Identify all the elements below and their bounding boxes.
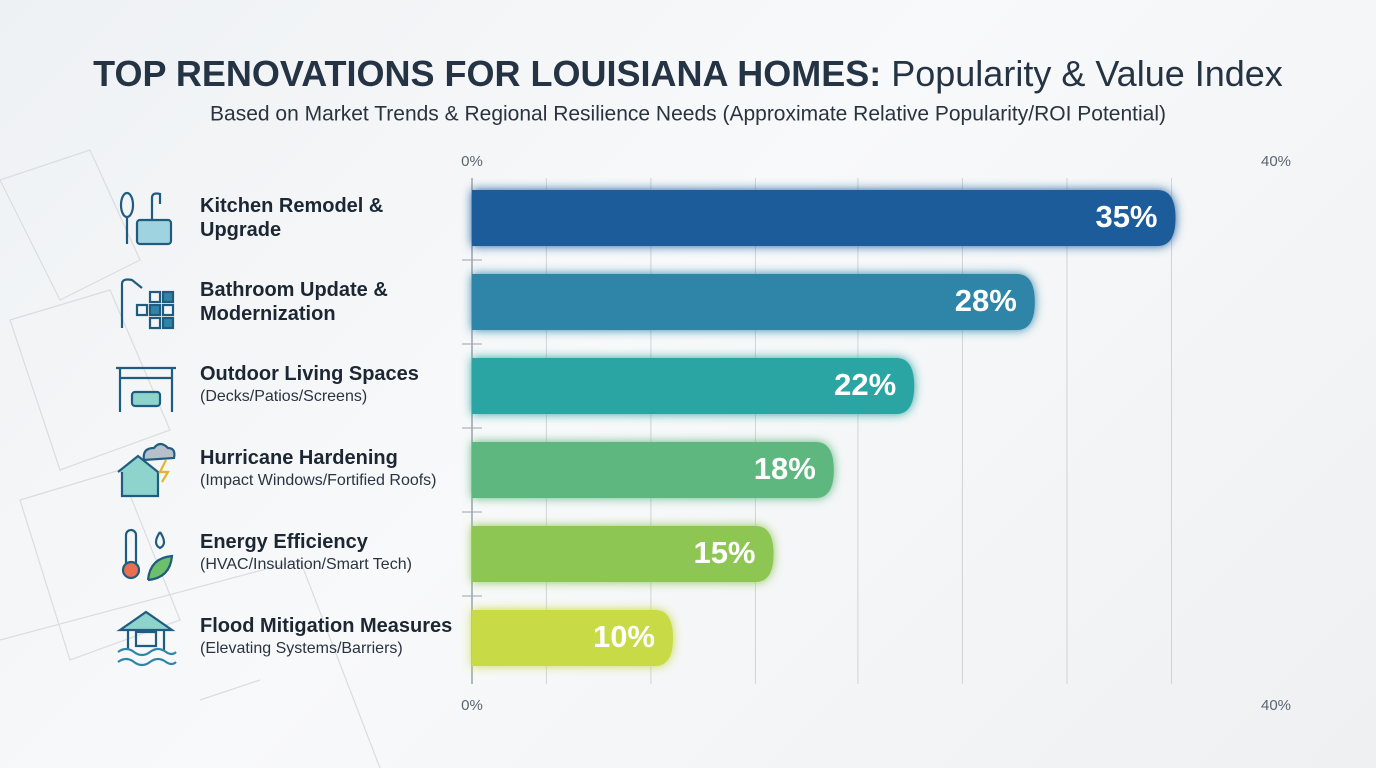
- chart-subtitle: Based on Market Trends & Regional Resili…: [210, 103, 1166, 126]
- x-tick-label: 40%: [1261, 153, 1291, 170]
- category-name: Outdoor Living Spaces: [200, 363, 419, 385]
- value-label: 15%: [693, 535, 755, 570]
- value-label: 35%: [1095, 199, 1157, 234]
- category-detail: (Elevating Systems/Barriers): [200, 640, 403, 657]
- category-label: Energy Efficiency (HVAC/Insulation/Smart …: [200, 530, 520, 576]
- value-label: 28%: [955, 283, 1017, 318]
- x-tick-label: 0%: [461, 153, 483, 170]
- x-tick-label: 0%: [461, 697, 483, 714]
- category-label: Bathroom Update & Modernization: [200, 278, 415, 326]
- bar: [472, 358, 915, 414]
- kitchen-icon: [119, 191, 173, 246]
- category-detail: (HVAC/Insulation/Smart Tech): [200, 556, 412, 573]
- category-label: Flood Mitigation Measures (Elevating Syst…: [200, 614, 520, 660]
- bathroom-icon: [120, 278, 175, 330]
- category-label: Outdoor Living Spaces (Decks/Patios/Scree…: [200, 362, 520, 408]
- bar: [472, 442, 834, 498]
- category-name: Energy Efficiency: [200, 531, 368, 553]
- bar: [472, 274, 1035, 330]
- category-detail: (Decks/Patios/Screens): [200, 388, 368, 405]
- category-name: Flood Mitigation Measures: [200, 615, 453, 637]
- category-detail: (Impact Windows/Fortified Roofs): [200, 472, 437, 489]
- value-label: 22%: [834, 367, 896, 402]
- bar: [472, 190, 1176, 246]
- bar: [472, 610, 673, 666]
- outdoor-icon: [116, 366, 176, 412]
- category-label: Kitchen Remodel & Upgrade: [200, 194, 390, 242]
- blueprint-decoration: [0, 149, 381, 768]
- x-tick-label: 40%: [1261, 697, 1291, 714]
- icons: [116, 191, 177, 667]
- chart-title: TOP RENOVATIONS FOR LOUISIANA HOMES: Pop…: [93, 53, 1283, 94]
- category-name: Kitchen Remodel & Upgrade: [200, 195, 384, 241]
- hurricane-icon: [117, 442, 176, 498]
- energy-icon: [121, 528, 174, 582]
- category-name: Bathroom Update & Modernization: [200, 279, 388, 325]
- flood-icon: [116, 610, 177, 667]
- value-label: 10%: [593, 619, 655, 654]
- category-label: Hurricane Hardening (Impact Windows/Forti…: [200, 446, 520, 492]
- value-label: 18%: [754, 451, 816, 486]
- bar: [472, 526, 774, 582]
- title-bold: TOP RENOVATIONS FOR LOUISIANA HOMES:: [93, 53, 881, 94]
- category-name: Hurricane Hardening: [200, 447, 398, 469]
- title-regular: Popularity & Value Index: [891, 53, 1283, 94]
